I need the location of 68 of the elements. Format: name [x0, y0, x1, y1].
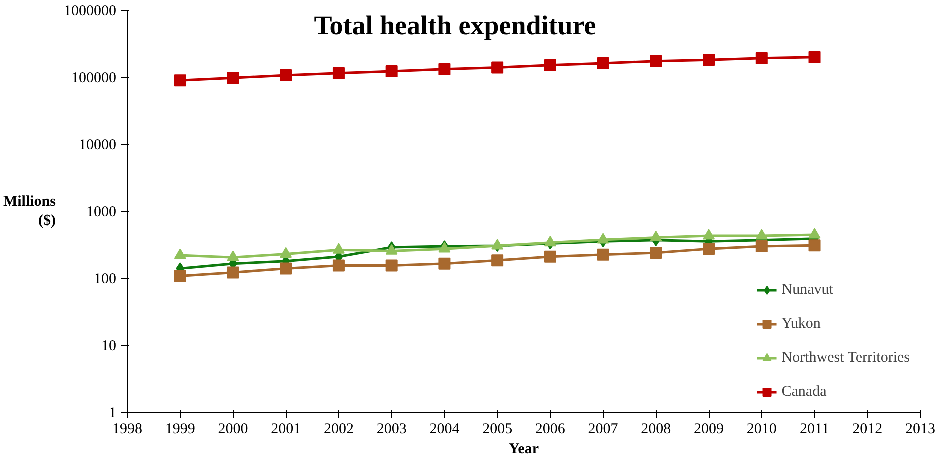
point	[174, 248, 186, 260]
point	[544, 250, 556, 263]
point	[227, 266, 240, 279]
point	[597, 233, 610, 244]
point	[492, 239, 504, 250]
point	[280, 247, 292, 258]
point	[756, 240, 768, 253]
point	[808, 240, 821, 252]
y-tick-label: 1000	[86, 204, 116, 220]
point	[544, 59, 556, 72]
x-tick-label: 2011	[800, 422, 830, 438]
x-tick-label: 2008	[641, 422, 672, 438]
y-tick-label: 100	[94, 272, 116, 288]
y-tick-label: 10000	[79, 138, 116, 154]
point	[544, 236, 556, 247]
x-tick-label: 2005	[482, 422, 513, 438]
x-tick-label: 2001	[271, 422, 302, 438]
y-tick-label: 100000	[72, 70, 116, 86]
chart-title: Total health expenditure	[314, 10, 596, 40]
point	[650, 247, 662, 260]
point	[756, 229, 768, 240]
point	[174, 74, 186, 87]
y-tick-label: 1	[109, 406, 116, 422]
point	[227, 72, 240, 84]
point	[386, 244, 398, 255]
point	[280, 262, 292, 275]
point	[386, 65, 398, 78]
point	[332, 260, 345, 272]
x-tick-label: 1998	[112, 422, 142, 438]
x-tick-label: 2003	[376, 422, 407, 438]
y-axis-title: Millions ($)	[3, 194, 56, 230]
x-tick-label: 2000	[218, 422, 248, 438]
point	[703, 229, 716, 240]
point	[332, 243, 345, 254]
point	[332, 67, 345, 80]
point	[438, 258, 451, 270]
point	[280, 70, 292, 82]
x-tick-label: 2010	[746, 422, 777, 438]
legend-label: Canada	[782, 384, 827, 400]
point	[808, 228, 821, 239]
x-tick-label: 2013	[906, 422, 936, 438]
point	[492, 254, 504, 267]
point	[808, 51, 821, 64]
point	[650, 55, 662, 68]
point	[386, 260, 398, 272]
point	[492, 62, 504, 74]
x-tick-label: 2002	[324, 422, 354, 438]
point	[174, 270, 186, 282]
y-tick-label: 1000000	[64, 4, 116, 20]
point	[597, 248, 610, 261]
x-tick-label: 2006	[535, 422, 566, 438]
x-tick-label: 2012	[852, 422, 883, 438]
legend-label: Nunavut	[782, 282, 834, 298]
point	[756, 52, 768, 64]
x-tick-label: 1999	[165, 422, 196, 438]
legend-label: Yukon	[782, 316, 821, 332]
x-tick-label: 2007	[588, 422, 619, 438]
point	[650, 230, 662, 242]
legend-label: Northwest Territories	[782, 350, 910, 366]
x-tick-label: 2009	[694, 422, 724, 438]
y-tick-label: 10	[102, 338, 116, 354]
point	[597, 57, 610, 70]
point	[703, 54, 716, 66]
point	[703, 243, 716, 256]
point	[438, 63, 451, 76]
x-tick-label: 2004	[430, 422, 460, 438]
point	[227, 250, 240, 262]
x-axis-title: Year	[509, 442, 540, 458]
